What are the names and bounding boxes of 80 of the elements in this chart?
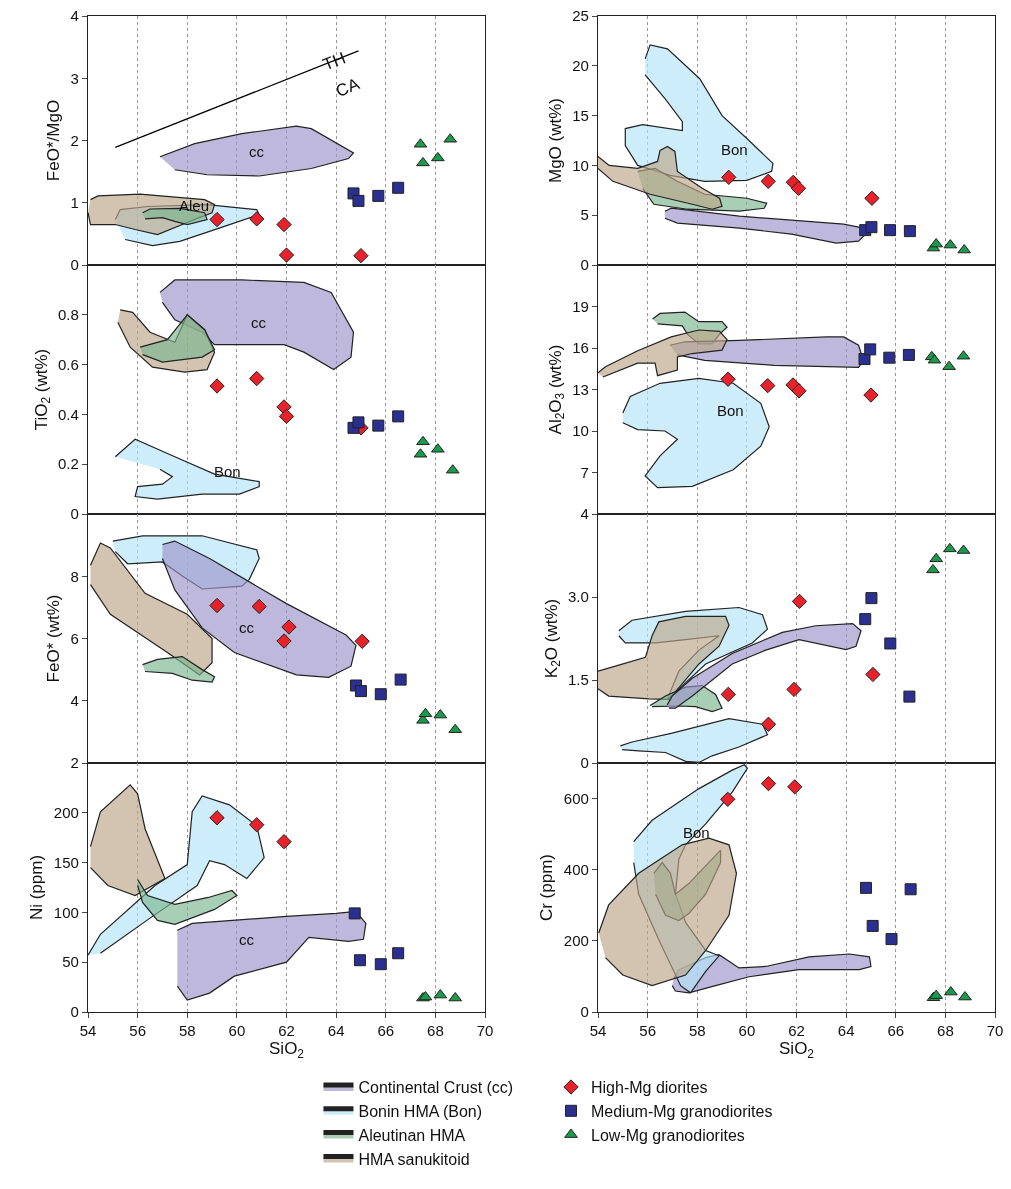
y-tick-label: 0 [70,1003,79,1021]
y-tick-label: 19 [572,297,589,315]
annotation: Bon [721,141,748,158]
y-tick-label: 2 [70,754,79,772]
y-tick-label: 6 [70,629,79,647]
annotation: cc [251,314,267,331]
y-tick-label: 25 [572,7,589,25]
x-tick-label: 54 [589,1022,607,1040]
x-tick-label: 56 [639,1022,656,1040]
y-tick-label: 1 [70,194,79,211]
y-axis-title: FeO* (wt%) [44,594,64,683]
legend-label: Aleutinan HMA [358,1126,466,1144]
x-tick-label: 54 [79,1022,97,1040]
y-tick-label: 7 [580,463,589,481]
x-axis-title: SiO$_{2}$ [779,1039,815,1062]
y-tick-label: 15 [572,106,589,124]
annotation: cc [239,931,255,948]
x-tick-label: 62 [278,1022,295,1040]
y-tick-label: 0.4 [58,405,79,423]
annotation: Aleu [179,197,210,214]
x-tick-label: 64 [837,1022,855,1040]
y-tick-label: 0 [70,256,79,274]
y-tick-label: 20 [572,57,589,75]
annotation: Bon [717,402,744,419]
legend-label: HMA sanukitoid [358,1150,470,1168]
y-tick-label: 5 [580,206,589,224]
y-tick-label: 0.8 [58,306,79,324]
x-tick-label: 70 [986,1022,1004,1040]
y-tick-label: 2 [70,131,79,149]
annotation: cc [249,143,265,160]
y-tick-label: 0.2 [58,455,79,473]
annotation: cc [239,619,255,636]
x-tick-label: 66 [887,1022,905,1040]
y-axis-title: Cr (ppm) [537,853,557,922]
y-tick-label: 100 [53,903,79,921]
y-tick-label: 8 [70,567,79,585]
y-tick-label: 13 [572,380,589,398]
y-tick-label: 10 [572,156,589,174]
y-tick-label: 600 [563,789,589,807]
y-tick-label: 3.0 [568,588,589,606]
y-axis-title: Ni (ppm) [27,854,47,921]
x-tick-label: 68 [427,1022,444,1040]
x-tick-label: 58 [688,1022,706,1040]
y-axis-title: FeO*/MgO [44,99,64,182]
legend-label: Bonin HMA (Bon) [358,1103,483,1121]
y-tick-label: 4 [70,7,79,25]
x-tick-label: 64 [327,1022,345,1040]
x-tick-label: 70 [476,1022,494,1040]
y-tick-label: 0.6 [58,355,79,373]
annotation: TH [320,48,349,75]
y-tick-label: 16 [572,339,589,357]
y-tick-label: 0 [580,256,589,274]
legend-label: High-Mg diorites [590,1079,708,1097]
y-tick-label: 1.5 [568,671,589,689]
x-tick-label: 66 [377,1022,395,1040]
x-tick-label: 58 [178,1022,196,1040]
legend-label: Continental Crust (cc) [358,1079,514,1097]
y-tick-label: 3 [70,69,79,87]
annotation: CA [333,74,363,101]
y-tick-label: 4 [580,505,589,523]
x-tick-label: 68 [937,1022,954,1040]
y-tick-label: 10 [572,422,589,440]
y-tick-label: 4 [70,692,79,709]
y-tick-label: 50 [62,953,79,971]
y-tick-label: 150 [53,853,79,871]
y-tick-label: 0 [580,754,589,772]
y-tick-label: 0 [580,1003,589,1021]
y-tick-label: 400 [563,860,589,878]
legend-label: Medium-Mg granodiorites [590,1103,773,1121]
x-tick-label: 60 [228,1022,246,1040]
y-tick-label: 0 [70,505,79,523]
x-axis-title: SiO$_{2}$ [269,1039,305,1062]
legend-label: Low-Mg granodiorites [590,1126,745,1144]
annotation: Bon [214,463,241,480]
x-tick-label: 62 [788,1022,805,1040]
y-tick-label: 200 [53,804,79,822]
y-tick-label: 200 [563,932,589,950]
x-tick-label: 56 [129,1022,146,1040]
y-axis-title: MgO (wt%) [545,98,565,183]
x-tick-label: 60 [738,1022,756,1040]
